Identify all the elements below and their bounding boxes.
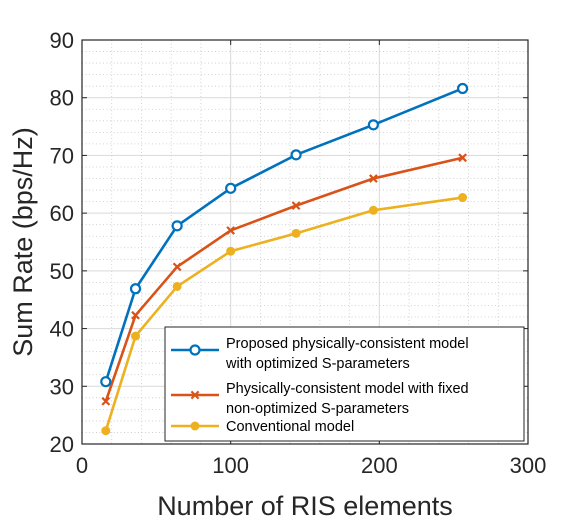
data-point [101, 426, 111, 436]
legend-entry: Conventional model [171, 419, 354, 435]
legend-marker [190, 421, 200, 431]
series-physically-consistent-fixed [101, 153, 467, 406]
y-tick-label: 80 [50, 86, 74, 111]
y-tick-label: 60 [50, 201, 74, 226]
ticks-layer: 0 100 200 300 20 30 40 50 60 70 80 90 [50, 28, 547, 478]
data-point [458, 153, 467, 163]
data-point [290, 149, 302, 161]
series-conventional [101, 193, 468, 436]
data-point [131, 310, 140, 320]
x-axis-label: Number of RIS elements [157, 491, 453, 521]
y-tick-label: 90 [50, 28, 74, 53]
data-point [172, 281, 182, 291]
legend-entry: Physically-consistent model with fixed no… [171, 381, 469, 417]
data-point [171, 220, 183, 232]
legend-label: Conventional model [226, 419, 354, 435]
data-point [226, 246, 236, 256]
legend-marker [190, 390, 200, 400]
legend-label: non-optimized S-parameters [226, 401, 409, 417]
data-point [225, 182, 237, 194]
x-tick-label: 300 [510, 453, 547, 478]
data-point [131, 331, 141, 341]
x-marker-stroke [172, 262, 182, 272]
data-point [172, 262, 182, 272]
data-point [367, 119, 379, 131]
data-point [100, 376, 112, 388]
x-marker-stroke [291, 201, 301, 211]
legend-label: Physically-consistent model with fixed [226, 381, 469, 397]
y-tick-label: 40 [50, 317, 74, 342]
x-marker-stroke [226, 226, 236, 235]
y-axis-label: Sum Rate (bps/Hz) [8, 127, 38, 357]
data-point [456, 82, 469, 95]
y-tick-label: 30 [50, 374, 74, 399]
data-point [368, 205, 378, 215]
data-point [369, 174, 378, 183]
data-point [458, 193, 468, 203]
legend-label: with optimized S-parameters [225, 356, 410, 372]
legend-entry: Proposed physically-consistent model with… [171, 336, 469, 372]
x-tick-label: 0 [76, 453, 88, 478]
y-tick-label: 70 [50, 143, 74, 168]
data-point [291, 228, 301, 238]
x-tick-label: 200 [361, 453, 398, 478]
legend: Proposed physically-consistent model with… [164, 326, 525, 442]
y-tick-label: 50 [50, 259, 74, 284]
y-tick-label: 20 [50, 432, 74, 457]
x-marker-stroke [101, 396, 111, 406]
axes-box [81, 39, 529, 445]
data-point [101, 396, 111, 406]
x-marker-stroke [369, 174, 378, 183]
x-marker-stroke [190, 390, 200, 400]
legend-marker [189, 344, 201, 356]
legend-label: Proposed physically-consistent model [226, 336, 469, 352]
series-proposed-optimized [100, 82, 469, 388]
x-marker-stroke [458, 153, 467, 163]
data-point [129, 283, 142, 295]
data-point [291, 201, 301, 211]
data-point [226, 226, 236, 235]
x-marker-stroke [131, 310, 140, 320]
x-tick-label: 100 [212, 453, 249, 478]
legend-box [164, 326, 525, 442]
series-layer [100, 82, 469, 436]
